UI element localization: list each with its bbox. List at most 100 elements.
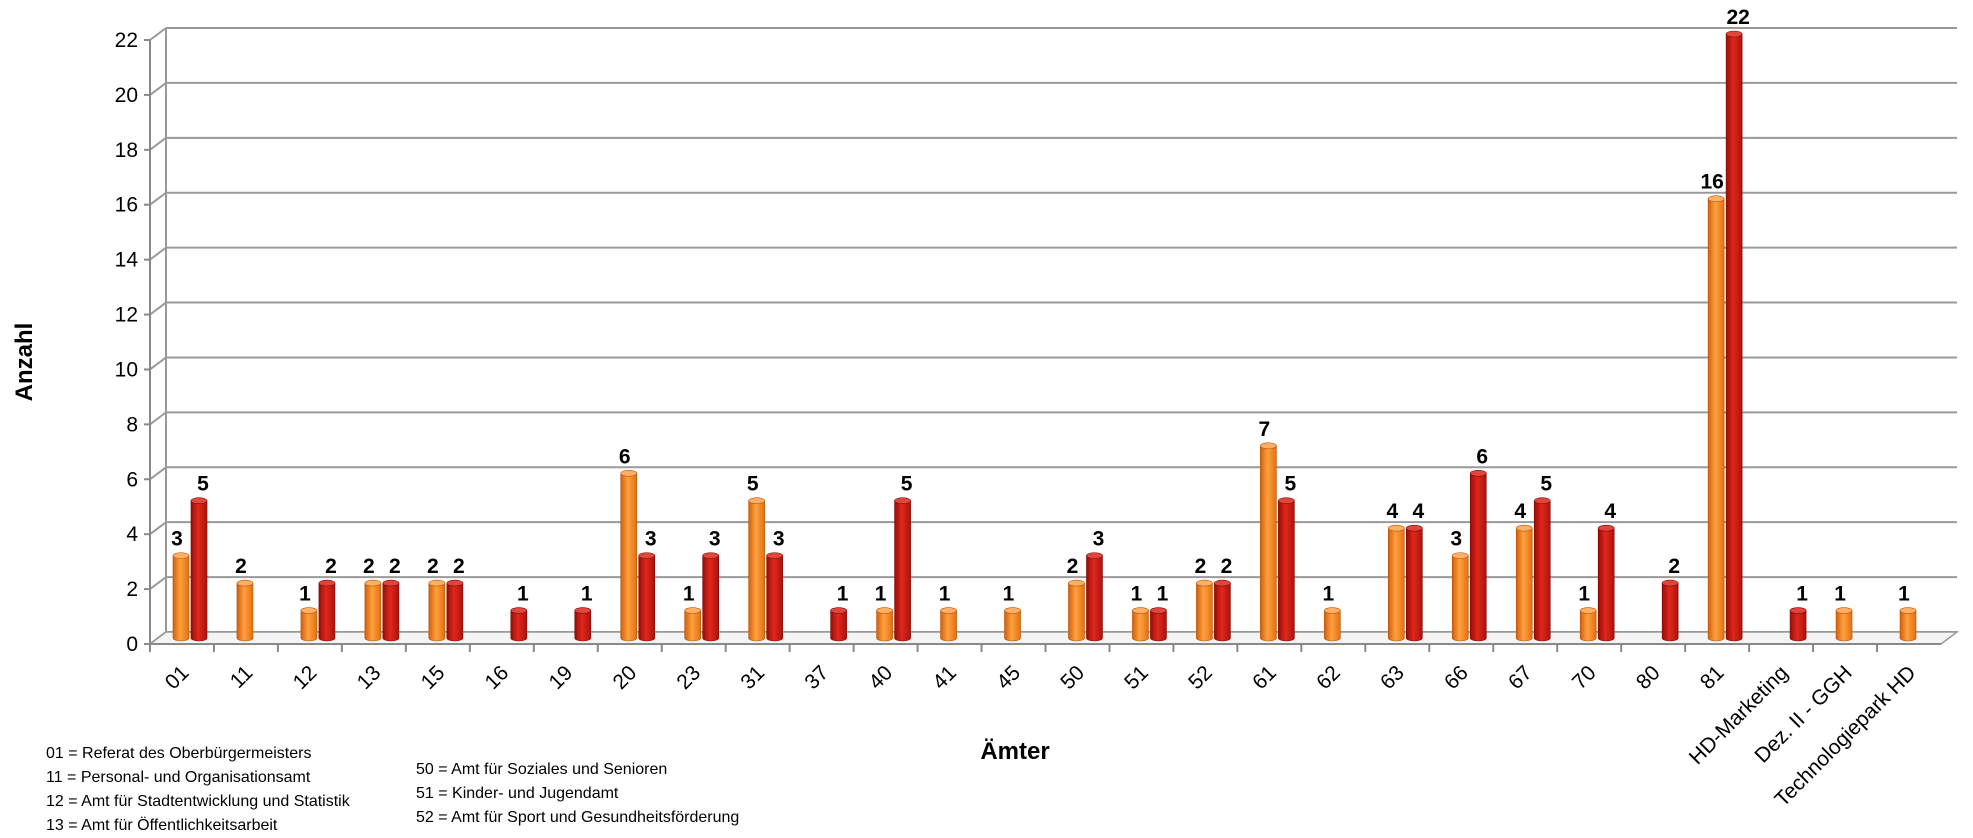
x-tick-label: 31 xyxy=(736,661,769,694)
y-tick-label: 6 xyxy=(126,468,138,491)
bar-top xyxy=(830,607,847,614)
data-label: 5 xyxy=(197,473,209,496)
bar xyxy=(428,579,446,642)
legend-item: 12 = Amt für Stadtentwicklung und Statis… xyxy=(46,793,350,810)
data-label: 1 xyxy=(939,583,951,606)
bar xyxy=(1388,524,1405,642)
x-tick-label: 66 xyxy=(1440,661,1473,694)
bar-body xyxy=(1597,527,1615,642)
data-label: 7 xyxy=(1259,418,1271,441)
bar-body xyxy=(620,472,638,642)
data-label: 1 xyxy=(517,583,529,606)
bar-body xyxy=(638,555,656,642)
x-tick-label: 16 xyxy=(481,661,514,694)
bar-top xyxy=(510,607,528,614)
data-label: 2 xyxy=(235,555,247,578)
bar-top xyxy=(620,469,638,477)
bar-top xyxy=(638,552,656,559)
data-label: 1 xyxy=(1003,583,1015,606)
bar-top xyxy=(1899,607,1917,614)
bar xyxy=(1004,607,1021,642)
bar-top xyxy=(1150,607,1167,614)
bar-body xyxy=(1707,198,1725,642)
gridline-side xyxy=(149,466,167,481)
bar-top xyxy=(1789,607,1807,614)
bar-top xyxy=(1579,607,1597,614)
legend-item: 13 = Amt für Öffentlichkeitsarbeit xyxy=(46,817,278,834)
y-tick-label: 8 xyxy=(126,413,138,436)
y-tick-label: 22 xyxy=(115,29,138,52)
data-label: 1 xyxy=(875,583,887,606)
data-label: 1 xyxy=(299,583,311,606)
data-label: 1 xyxy=(1898,583,1910,606)
bar-body xyxy=(300,610,318,642)
bar-body xyxy=(318,582,336,642)
bar-top xyxy=(382,579,400,587)
legend-left: 01 = Referat des Oberbürgermeisters 11 =… xyxy=(46,742,350,838)
bar xyxy=(1661,579,1679,642)
data-label: 2 xyxy=(453,555,465,578)
bar xyxy=(1214,579,1231,642)
x-tick-label: 45 xyxy=(992,661,1025,694)
bar xyxy=(574,607,592,642)
y-tick-label: 4 xyxy=(126,523,138,546)
x-tick-label: 40 xyxy=(864,661,897,694)
bar xyxy=(1324,607,1341,642)
bar xyxy=(364,579,382,642)
bar-top xyxy=(1068,579,1085,587)
bar-body xyxy=(940,610,957,642)
bar-body xyxy=(1515,527,1533,642)
x-tick-label: 19 xyxy=(545,661,578,694)
chart-floor xyxy=(147,631,1960,645)
bar-top xyxy=(876,607,893,614)
bar-body xyxy=(574,610,592,642)
bar-body xyxy=(172,555,190,642)
bar-top xyxy=(748,497,765,505)
bar-body xyxy=(1661,582,1679,642)
bar xyxy=(236,579,254,642)
bar-top xyxy=(1214,579,1231,587)
x-tick-label: 50 xyxy=(1056,661,1089,694)
gridline-side xyxy=(149,411,167,426)
gridline-side xyxy=(149,356,167,371)
bar-body xyxy=(766,555,783,642)
bar-top xyxy=(172,552,190,559)
data-label: 2 xyxy=(389,555,401,578)
y-tick-label: 14 xyxy=(115,249,139,272)
bar-top xyxy=(236,579,254,587)
legend-item: 01 = Referat des Oberbürgermeisters xyxy=(46,745,312,762)
data-label: 1 xyxy=(1322,583,1334,606)
data-label: 5 xyxy=(1540,473,1552,496)
bar-body xyxy=(236,582,254,642)
bar-top xyxy=(766,552,783,559)
bar xyxy=(940,607,957,642)
bar xyxy=(1789,607,1807,642)
bar-body xyxy=(190,500,208,642)
data-label: 1 xyxy=(1131,583,1143,606)
data-label: 4 xyxy=(1412,500,1424,523)
bar-body xyxy=(748,500,765,642)
bar-top xyxy=(300,607,318,614)
data-label: 4 xyxy=(1386,500,1398,523)
bar-body xyxy=(1406,527,1423,642)
bar-body xyxy=(510,610,528,642)
bar-top xyxy=(1260,442,1277,450)
bar-top xyxy=(1406,524,1423,532)
bar xyxy=(382,579,400,642)
bar xyxy=(1707,195,1725,642)
data-label: 3 xyxy=(773,528,785,551)
bar xyxy=(638,552,656,642)
bar xyxy=(446,579,464,642)
gridline-side xyxy=(149,521,167,535)
bar-body xyxy=(1068,582,1085,642)
x-tick-label: 67 xyxy=(1504,661,1537,694)
x-tick-label: 51 xyxy=(1120,661,1153,694)
bar xyxy=(830,607,847,642)
bar-body xyxy=(1324,610,1341,642)
data-label: 6 xyxy=(1476,445,1488,468)
bar xyxy=(1068,579,1085,642)
bar-top xyxy=(1196,579,1213,587)
bar-body xyxy=(1196,582,1213,642)
bar-top xyxy=(1451,552,1469,559)
bar-top xyxy=(428,579,446,587)
